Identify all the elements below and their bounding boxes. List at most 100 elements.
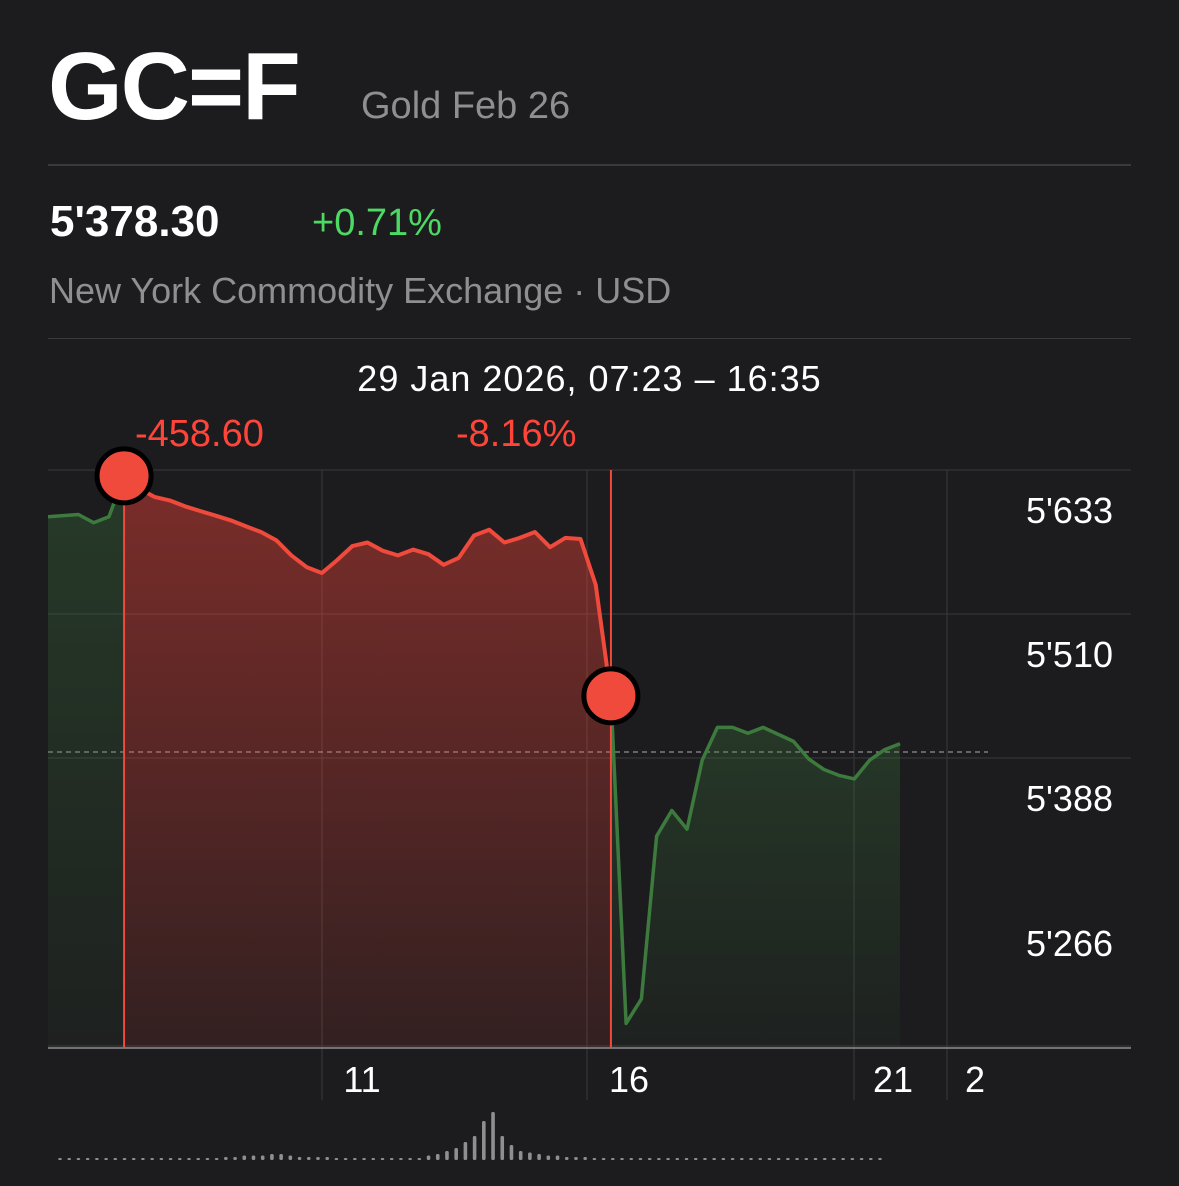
- volume-bar: [509, 1145, 514, 1160]
- volume-bar: [463, 1142, 468, 1160]
- volume-bar: [693, 1158, 698, 1160]
- volume-bar: [113, 1158, 118, 1160]
- volume-bar: [832, 1158, 836, 1160]
- volume-bar: [666, 1158, 670, 1160]
- volume-bar: [859, 1158, 864, 1160]
- volume-bar: [131, 1158, 136, 1160]
- volume-bar: [417, 1158, 422, 1160]
- volume-bar: [288, 1155, 293, 1160]
- volume-bar: [703, 1158, 707, 1160]
- volume-bar: [242, 1155, 247, 1160]
- volume-bar: [177, 1158, 182, 1160]
- volume-bar: [325, 1157, 329, 1160]
- volume-bar: [196, 1158, 201, 1160]
- selection-range-label: 29 Jan 2026, 07:23 – 16:35: [357, 358, 822, 399]
- area-before-selection: [48, 475, 125, 1048]
- volume-bar: [749, 1158, 753, 1160]
- volume-bar: [795, 1158, 799, 1160]
- quote-divider: [48, 338, 1131, 339]
- volume-bar: [353, 1158, 357, 1160]
- volume-bar: [159, 1158, 164, 1160]
- volume-bar: [224, 1157, 228, 1160]
- volume-bar: [150, 1158, 154, 1160]
- selection-start-handle[interactable]: [94, 446, 154, 506]
- volume-bar: [767, 1158, 772, 1160]
- volume-bar: [657, 1158, 661, 1160]
- x-tick-label: 16: [609, 1059, 649, 1100]
- volume-bar: [629, 1158, 634, 1160]
- volume-bar: [168, 1158, 173, 1160]
- volume-bar: [758, 1158, 763, 1160]
- volume-bar: [601, 1158, 606, 1160]
- volume-bar: [500, 1136, 505, 1160]
- volume-bar: [279, 1154, 283, 1160]
- volume-bar: [85, 1158, 90, 1160]
- volume-bar: [868, 1158, 873, 1160]
- volume-bar: [721, 1158, 726, 1160]
- selection-change-absolute: -458.60: [135, 413, 264, 455]
- volume-bar: [638, 1158, 643, 1160]
- volume-bar: [684, 1158, 689, 1160]
- volume-bar: [564, 1157, 569, 1160]
- volume-bar: [306, 1157, 311, 1160]
- volume-bar: [592, 1158, 597, 1160]
- volume-bar: [343, 1158, 348, 1160]
- volume-bar: [104, 1158, 108, 1160]
- volume-bar: [574, 1157, 578, 1160]
- volume-bar: [297, 1157, 302, 1160]
- volume-bar: [611, 1158, 615, 1160]
- volume-bar: [389, 1158, 394, 1160]
- volume-bar: [491, 1112, 495, 1160]
- current-price: 5'378.30: [50, 197, 220, 246]
- series-line-selection: [122, 474, 613, 697]
- volume-bar: [739, 1158, 744, 1160]
- volume-bar: [712, 1158, 716, 1160]
- volume-bar: [141, 1158, 145, 1160]
- volume-bar: [647, 1158, 652, 1160]
- selection-end-handle[interactable]: [581, 666, 641, 726]
- volume-bar: [371, 1158, 376, 1160]
- volume-bar: [546, 1155, 551, 1160]
- x-tick-label: 21: [873, 1059, 913, 1100]
- y-tick-label: 5'510: [1026, 634, 1113, 675]
- volume-bar: [555, 1155, 560, 1160]
- volume-bar: [878, 1158, 882, 1160]
- series-line-before: [47, 475, 126, 525]
- area-after-selection: [610, 695, 900, 1048]
- volume-bar: [214, 1158, 219, 1160]
- volume-bar: [786, 1158, 790, 1160]
- volume-bar: [583, 1157, 587, 1160]
- volume-bar: [850, 1158, 855, 1160]
- volume-bar: [804, 1158, 809, 1160]
- volume-bar: [518, 1151, 523, 1160]
- exchange-currency: New York Commodity Exchange · USD: [49, 270, 672, 311]
- y-tick-label: 5'388: [1026, 778, 1113, 819]
- volume-bar: [58, 1158, 62, 1160]
- volume-bar: [380, 1158, 385, 1160]
- volume-bar: [426, 1155, 431, 1160]
- volume-bar: [675, 1158, 680, 1160]
- volume-bar: [408, 1158, 412, 1160]
- series-line-after: [609, 695, 901, 1026]
- volume-bar: [205, 1158, 210, 1160]
- ticker-symbol: GC=F: [48, 33, 301, 140]
- volume-bar: [399, 1158, 403, 1160]
- volume-bar: [362, 1158, 366, 1160]
- y-tick-label: 5'266: [1026, 923, 1113, 964]
- volume-bar: [822, 1158, 827, 1160]
- volume-bar: [270, 1154, 274, 1160]
- selection-change-percent: -8.16%: [456, 413, 577, 455]
- volume-bar: [67, 1158, 72, 1160]
- volume-bar: [776, 1158, 781, 1160]
- x-tick-label: 11: [343, 1059, 380, 1100]
- price-change-percent: +0.71%: [312, 202, 442, 244]
- y-tick-label: 5'633: [1026, 490, 1113, 531]
- company-name: Gold Feb 26: [361, 85, 571, 127]
- volume-bar: [445, 1151, 449, 1160]
- volume-bar: [435, 1154, 440, 1160]
- volume-bar: [122, 1158, 127, 1160]
- volume-bar: [76, 1158, 81, 1160]
- x-tick-label: 2: [965, 1059, 985, 1100]
- volume-bar: [813, 1158, 818, 1160]
